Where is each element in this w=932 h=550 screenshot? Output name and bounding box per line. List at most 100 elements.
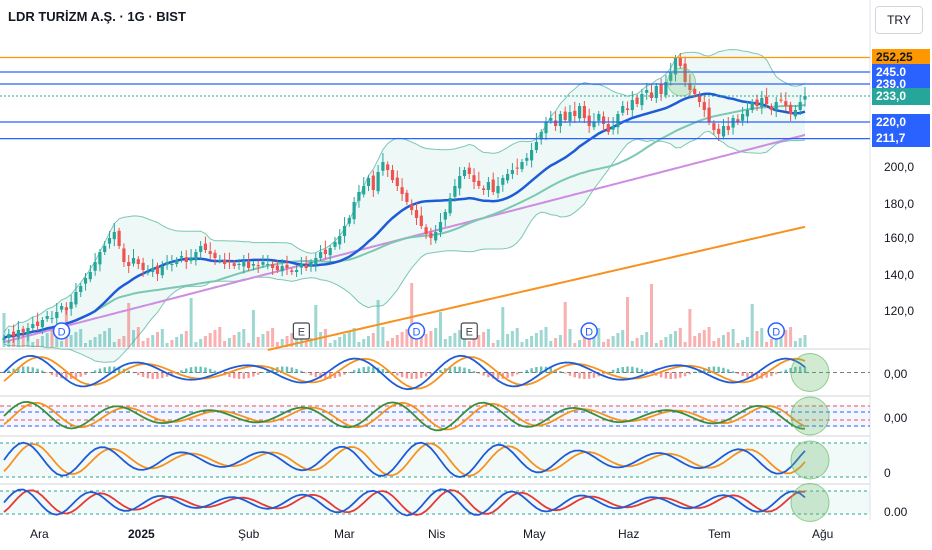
candle-body (275, 265, 279, 270)
volume-bar (93, 337, 97, 347)
volume-bar (587, 334, 591, 347)
macd-histogram-bar (535, 367, 538, 373)
volume-bar (333, 340, 337, 347)
macd-histogram-bar (448, 367, 452, 373)
price-level-label: 220,0 (872, 113, 930, 131)
volume-bar (525, 339, 529, 347)
candle-body (688, 83, 692, 90)
volume-bar (578, 340, 582, 347)
macd-histogram-bar (472, 370, 476, 373)
candle-body (60, 306, 64, 310)
macd-histogram-bar (98, 368, 102, 373)
macd-histogram-bar (741, 372, 744, 376)
volume-bar (750, 304, 754, 347)
volume-bar (434, 328, 438, 347)
candle-body (381, 162, 385, 171)
macd-histogram-bar (631, 366, 634, 373)
candle-body (299, 264, 303, 268)
price-level-label: 233,0 (872, 87, 930, 105)
volume-bar (803, 335, 807, 347)
macd-histogram-bar (664, 372, 668, 379)
volume-bar (712, 341, 716, 347)
candle-body (352, 202, 356, 220)
volume-bar (534, 333, 538, 347)
macd-histogram-bar (348, 372, 351, 373)
candle-body (170, 264, 174, 265)
candle-body (160, 266, 164, 276)
candle-body (146, 272, 150, 273)
macd-histogram-bar (420, 372, 423, 378)
candle-body (213, 252, 217, 258)
bollinger-lower-line (3, 130, 806, 363)
candle-body (280, 266, 284, 272)
macd-histogram-bar (424, 372, 428, 377)
volume-bar (400, 332, 404, 347)
macd-histogram-bar (674, 372, 677, 379)
macd-histogram-bar (415, 372, 418, 379)
candle-body (491, 179, 495, 192)
macd-histogram-bar (194, 366, 198, 373)
volume-bar (165, 343, 169, 347)
volume-bar (626, 297, 629, 347)
candle-body (199, 246, 203, 252)
volume-bar (774, 336, 778, 347)
candle-body (649, 92, 654, 98)
volume-bar (722, 335, 725, 347)
volume-bar (755, 331, 759, 347)
candle-body (218, 260, 222, 261)
x-tick-label: Tem (708, 527, 731, 541)
volume-bar (645, 332, 649, 347)
macd-histogram-bar (722, 367, 725, 373)
candle-body (136, 259, 140, 264)
macd-histogram-bar (549, 367, 552, 373)
macd-histogram-bar (117, 367, 121, 373)
candle-body (328, 248, 332, 256)
volume-bar (31, 342, 35, 347)
macd-histogram-bar (477, 372, 481, 374)
volume-bar (2, 313, 6, 347)
candle-body (587, 115, 591, 126)
candle-body (2, 338, 6, 340)
indicator-main-line (3, 488, 806, 517)
macd-histogram-bar (578, 372, 581, 379)
candle-body (208, 251, 212, 254)
candle-body (237, 264, 241, 265)
macd-histogram-bar (319, 372, 322, 379)
volume-bar (391, 338, 394, 347)
candle-body (251, 264, 255, 266)
candle-body (621, 106, 625, 113)
macd-histogram-bar (688, 372, 692, 375)
macd-histogram-bar (679, 372, 682, 378)
volume-bar (429, 331, 433, 347)
x-tick-label: Şub (238, 527, 260, 541)
candle-body (414, 210, 419, 218)
volume-bar (232, 335, 236, 347)
currency-selector[interactable]: TRY (875, 6, 923, 34)
volume-bar (189, 298, 193, 347)
volume-bar (16, 334, 20, 347)
candle-body (693, 88, 697, 94)
volume-bar (510, 331, 514, 347)
candle-body (175, 260, 179, 264)
macd-histogram-bar (314, 372, 317, 378)
candle-body (88, 272, 92, 280)
macd-histogram-bar (626, 366, 629, 373)
macd-histogram-bar (233, 372, 236, 379)
dividend-marker-label: D (413, 327, 421, 339)
candle-body (203, 243, 207, 250)
macd-histogram-bar (779, 371, 783, 373)
x-tick-label: Ağu (812, 527, 834, 541)
candle-body (165, 262, 169, 265)
macd-histogram-bar (199, 366, 202, 373)
candle-body (453, 186, 457, 197)
volume-bar (271, 328, 275, 347)
candle-body (515, 167, 519, 169)
volume-bar (793, 341, 797, 347)
macd-histogram-bar (506, 372, 509, 378)
dividend-marker-label: D (585, 327, 593, 339)
volume-bar (256, 337, 260, 347)
volume-bar (482, 332, 486, 347)
macd-histogram-bar (516, 372, 519, 375)
candle-body (256, 265, 260, 267)
candle-body (750, 102, 754, 110)
